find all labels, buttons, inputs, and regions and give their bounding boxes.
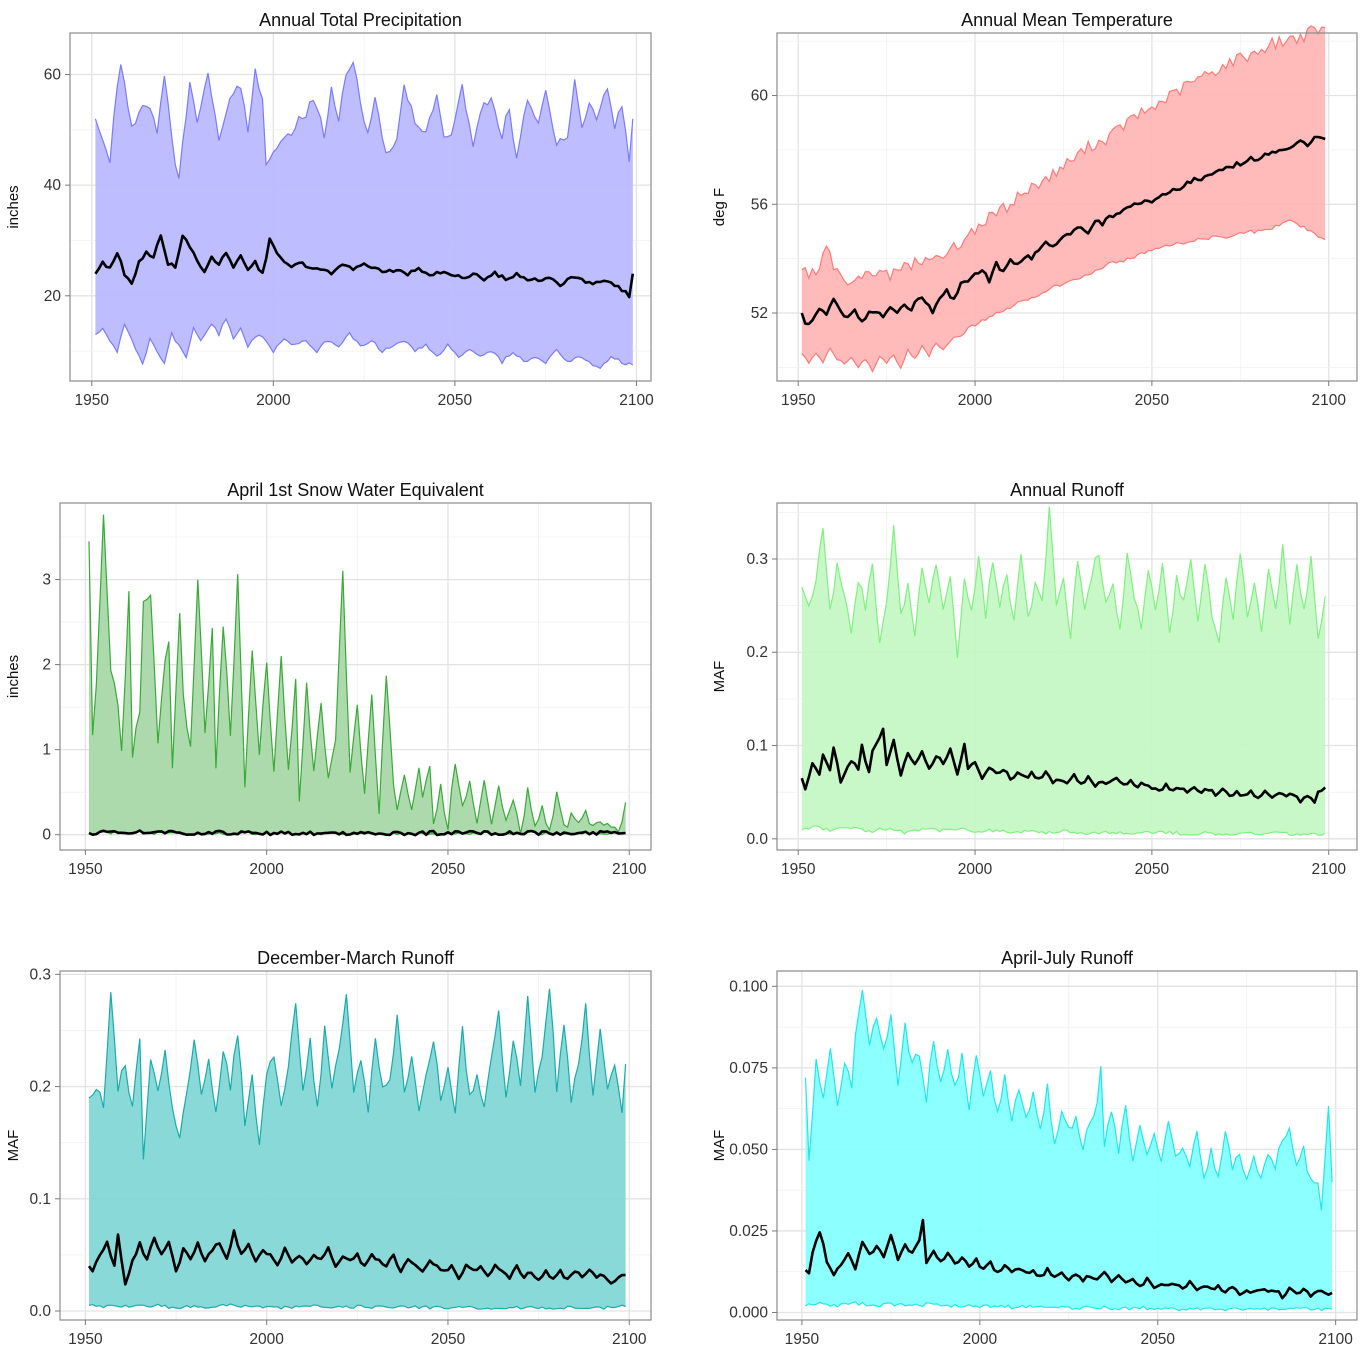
range-band bbox=[805, 990, 1333, 1311]
x-tick-label: 2100 bbox=[1311, 861, 1346, 878]
median-line bbox=[804, 1218, 1333, 1300]
y-tick-label: 2 bbox=[42, 657, 51, 674]
y-axis-label: MAF bbox=[711, 1130, 728, 1162]
y-tick-label: 0.3 bbox=[746, 551, 768, 568]
band-lower-line bbox=[805, 1301, 1333, 1312]
x-tick-label: 2050 bbox=[431, 861, 466, 878]
chart-title: April-July Runoff bbox=[1001, 948, 1134, 968]
x-tick-label: 2100 bbox=[612, 1331, 647, 1348]
band-upper-line bbox=[801, 506, 1326, 659]
y-tick-label: 3 bbox=[42, 572, 51, 589]
y-axis-label: MAF bbox=[5, 1130, 22, 1162]
chart-panel-swe: 1950 2000 2050 2100 0 1 2 3 April 1st Snow Water… bbox=[5, 480, 652, 878]
band-lower-line bbox=[801, 219, 1326, 373]
range-band bbox=[89, 988, 626, 1310]
x-tick-label: 2100 bbox=[619, 392, 654, 409]
y-tick-label: 0.025 bbox=[729, 1223, 768, 1240]
x-tick-label: 1950 bbox=[781, 392, 816, 409]
x-tick-label: 2100 bbox=[1311, 392, 1346, 409]
plot-border bbox=[59, 502, 652, 851]
y-tick-label: 56 bbox=[751, 196, 768, 213]
y-tick-label: 60 bbox=[751, 88, 769, 105]
plot-border bbox=[776, 970, 1358, 1321]
y-axis-label: inches bbox=[5, 185, 22, 228]
x-tick-label: 1950 bbox=[781, 861, 816, 878]
chart-panel-temperature: 1950 2000 2050 2100 52 56 60 Annual Mean Temper… bbox=[711, 10, 1358, 409]
median-line bbox=[94, 234, 635, 299]
x-tick-label: 1950 bbox=[785, 1331, 820, 1348]
x-tick-label: 2050 bbox=[1135, 392, 1170, 409]
chart-panel-apr-jul-runoff: 1950 2000 2050 2100 0.000 0.025 0.050 0.075 0.10… bbox=[711, 948, 1358, 1348]
y-tick-label: 0.2 bbox=[746, 644, 768, 661]
chart-panel-annual-runoff: 1950 2000 2050 2100 0.0 0.1 0.2 0.3 Annual Runof… bbox=[711, 480, 1358, 878]
y-tick-label: 40 bbox=[44, 177, 62, 194]
median-line bbox=[800, 135, 1326, 326]
y-tick-label: 0.0 bbox=[29, 1303, 51, 1320]
chart-title: Annual Total Precipitation bbox=[259, 10, 462, 30]
band-upper-line bbox=[88, 514, 627, 835]
x-tick-label: 2050 bbox=[1140, 1331, 1175, 1348]
y-axis-label: MAF bbox=[711, 661, 728, 693]
band-upper-line bbox=[94, 60, 634, 179]
y-tick-label: 0.100 bbox=[729, 978, 768, 995]
x-tick-label: 2000 bbox=[249, 861, 284, 878]
y-tick-label: 0.2 bbox=[29, 1079, 51, 1096]
x-tick-label: 1950 bbox=[68, 1331, 103, 1348]
x-tick-label: 2100 bbox=[1318, 1331, 1353, 1348]
x-tick-label: 2050 bbox=[431, 1331, 466, 1348]
x-tick-label: 2000 bbox=[958, 392, 993, 409]
plot-border bbox=[776, 32, 1358, 382]
x-tick-label: 2050 bbox=[438, 392, 473, 409]
chart-panel-dec-mar-runoff: 1950 2000 2050 2100 0.0 0.1 0.2 0.3 December-Mar… bbox=[5, 948, 652, 1348]
median-line bbox=[88, 829, 626, 837]
y-tick-label: 20 bbox=[44, 288, 62, 305]
y-tick-label: 52 bbox=[751, 305, 768, 322]
y-tick-label: 0 bbox=[42, 827, 51, 844]
x-tick-label: 2050 bbox=[1135, 861, 1170, 878]
y-tick-label: 0.1 bbox=[746, 738, 768, 755]
y-axis-label: inches bbox=[5, 655, 22, 698]
y-tick-label: 0.075 bbox=[729, 1060, 768, 1077]
band-lower-line bbox=[801, 825, 1326, 837]
x-tick-label: 2000 bbox=[963, 1331, 998, 1348]
x-tick-label: 1950 bbox=[68, 861, 103, 878]
y-axis-label: deg F bbox=[711, 188, 728, 226]
plot-border bbox=[59, 970, 652, 1321]
plot-border bbox=[776, 502, 1358, 851]
chart-title: Annual Mean Temperature bbox=[961, 10, 1173, 30]
band-upper-line bbox=[88, 988, 627, 1160]
band-lower-line bbox=[95, 317, 634, 370]
y-tick-label: 0.000 bbox=[729, 1304, 768, 1321]
chart-title: Annual Runoff bbox=[1010, 480, 1125, 500]
chart-title: December-March Runoff bbox=[257, 948, 455, 968]
band-upper-line bbox=[804, 990, 1333, 1211]
y-tick-label: 0.1 bbox=[29, 1191, 51, 1208]
band-upper-line bbox=[801, 25, 1326, 286]
plot-border bbox=[69, 32, 652, 382]
y-tick-label: 1 bbox=[42, 742, 51, 759]
median-line bbox=[87, 1229, 626, 1286]
chart-panel-precipitation: 1950 2000 2050 2100 20 40 60 Annual Total Preci… bbox=[5, 10, 654, 409]
x-tick-label: 2100 bbox=[612, 861, 647, 878]
range-band bbox=[801, 506, 1326, 836]
y-tick-label: 0.0 bbox=[746, 831, 768, 848]
y-tick-label: 60 bbox=[44, 66, 62, 83]
x-tick-label: 2000 bbox=[256, 392, 291, 409]
median-line bbox=[800, 727, 1327, 804]
x-tick-label: 2000 bbox=[249, 1331, 284, 1348]
x-tick-label: 1950 bbox=[75, 392, 110, 409]
chart-title: April 1st Snow Water Equivalent bbox=[227, 480, 483, 500]
range-band bbox=[801, 26, 1326, 372]
y-tick-label: 0.050 bbox=[729, 1141, 768, 1158]
x-tick-label: 2000 bbox=[958, 861, 993, 878]
y-tick-label: 0.3 bbox=[29, 966, 51, 983]
band-lower-line bbox=[88, 1303, 626, 1310]
range-band bbox=[95, 62, 633, 369]
range-band bbox=[89, 514, 626, 836]
